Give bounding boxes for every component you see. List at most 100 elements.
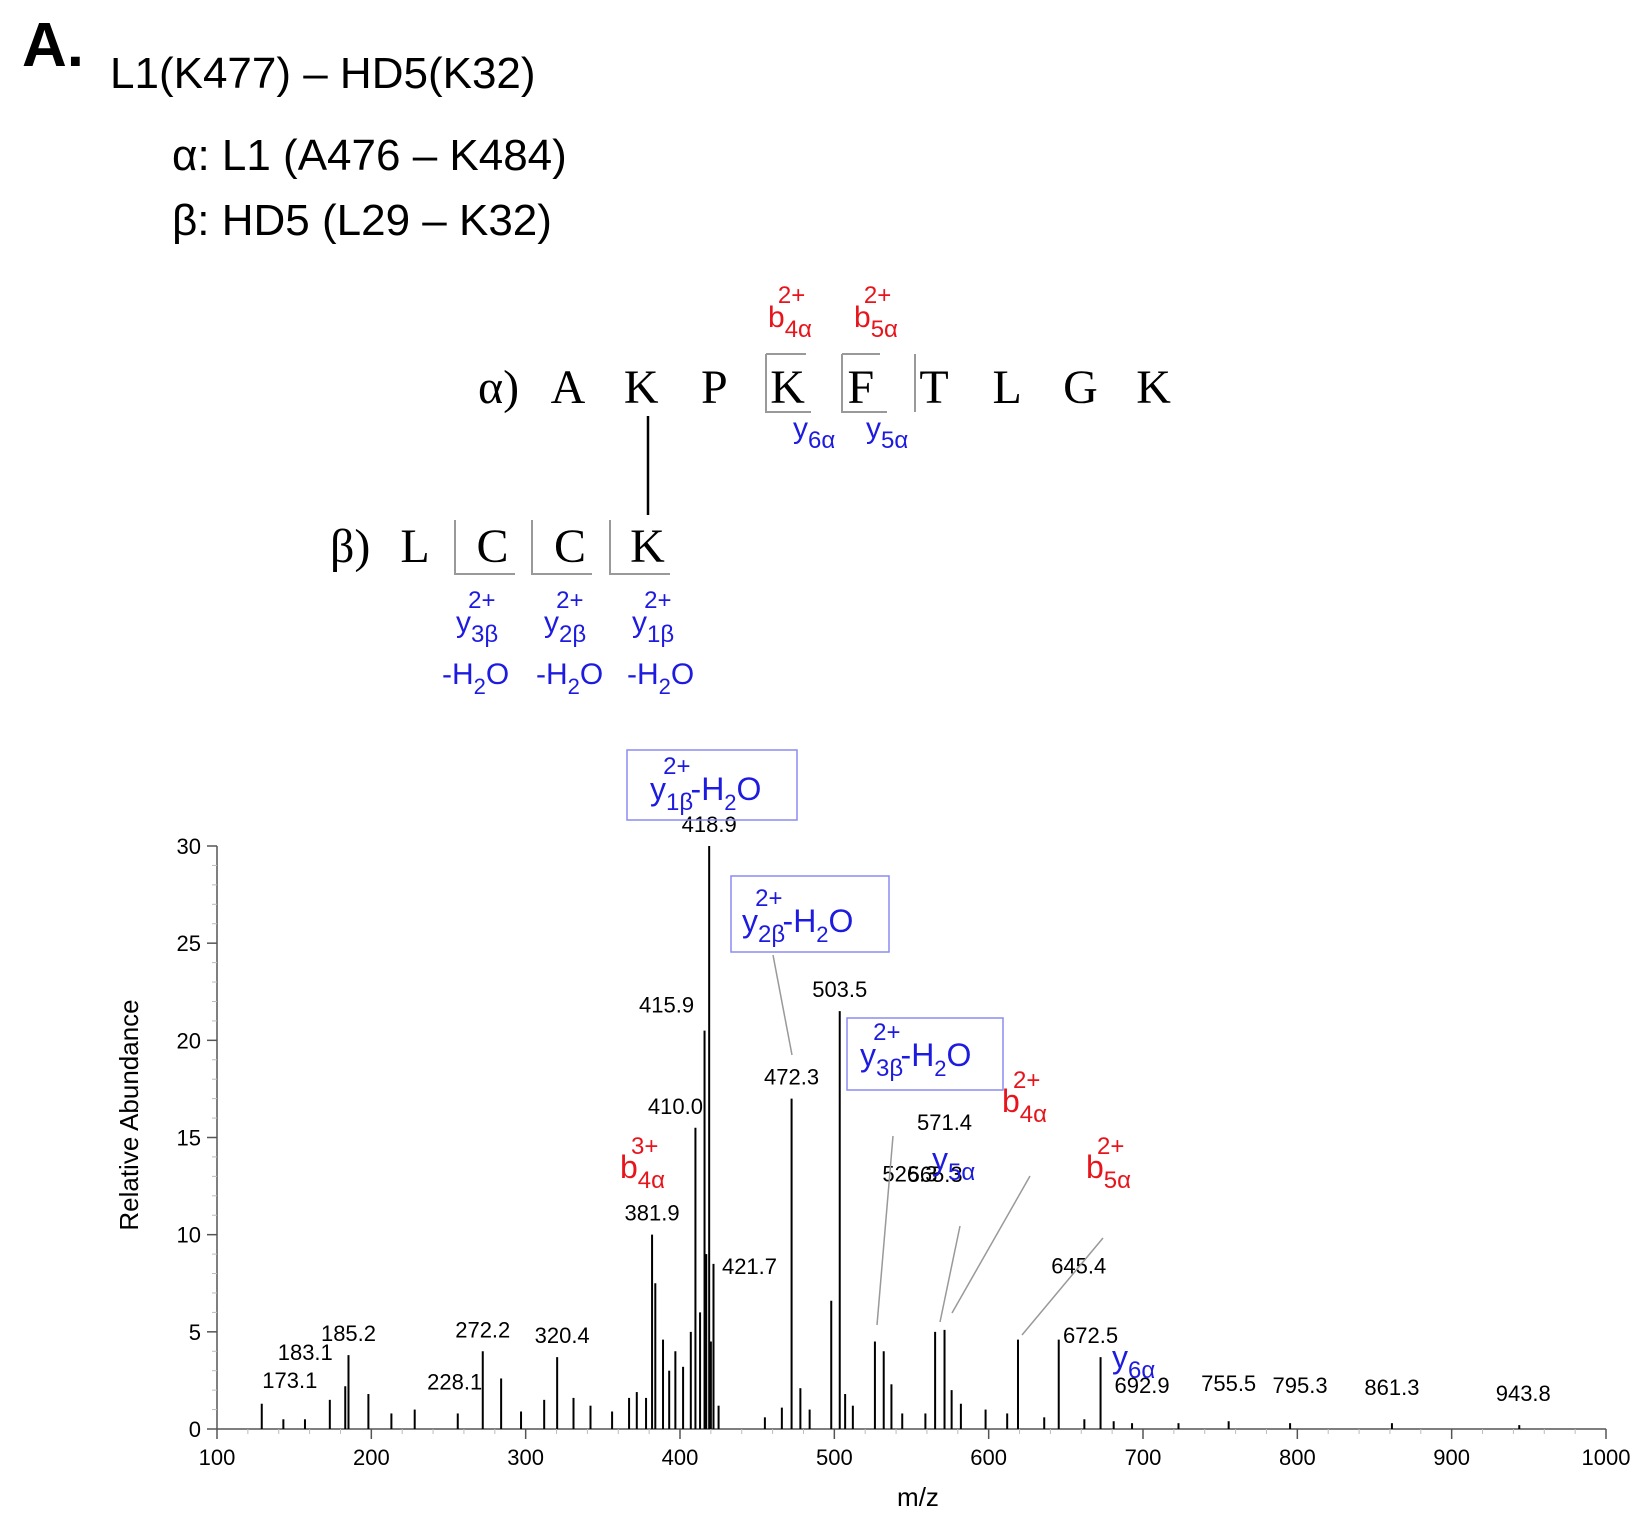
annotation-y2b: y2β2+-H2O (742, 885, 853, 948)
alpha-residue-1: A (551, 361, 586, 414)
x-tick-label: 100 (199, 1445, 236, 1470)
peak-label-565-3: 565.3 (908, 1162, 963, 1187)
x-tick-label: 600 (970, 1445, 1007, 1470)
x-tick-label: 700 (1125, 1445, 1162, 1470)
beta-y-cleavage-1 (454, 520, 515, 575)
alpha-chain-range: α: L1 (A476 – K484) (172, 131, 567, 180)
peak-label-320-4: 320.4 (535, 1323, 590, 1348)
y-tick-label: 15 (177, 1126, 201, 1151)
peak-label-795-3: 795.3 (1273, 1373, 1328, 1398)
peak-label-173-1: 173.1 (262, 1368, 317, 1393)
beta-residue-2: C (476, 520, 508, 573)
peak-label-672-5: 672.5 (1063, 1323, 1118, 1348)
label-y3b-water-loss: -H2O (442, 658, 509, 699)
leader-b5a-2plus (1021, 1237, 1104, 1336)
label-y3b-2plus: y3β2+ (456, 587, 498, 648)
x-tick-label: 800 (1279, 1445, 1316, 1470)
peak-label-692-9: 692.9 (1115, 1373, 1170, 1398)
annotation-y1b: y1β2+-H2O (650, 753, 761, 816)
y-tick-label: 5 (189, 1320, 201, 1345)
leader-b4a-2plus (951, 1175, 1031, 1314)
annotation-y5a: y5α (932, 1141, 975, 1186)
peak-label-861-3: 861.3 (1364, 1375, 1419, 1400)
axes: 100 200 300 400 500 600 700 800 900 1000 0 5 10 15 20 2… (177, 834, 1631, 1470)
panel-letter: A. (22, 11, 84, 80)
alpha-y-cleavage-1 (765, 354, 811, 413)
peak-label-381-9: 381.9 (625, 1201, 680, 1226)
alpha-prefix: α) (478, 361, 519, 414)
peak-label-410-0: 410.0 (648, 1094, 703, 1119)
alpha-y-cleavage-2 (841, 354, 887, 413)
label-y1b-2plus: y1β2+ (632, 587, 674, 648)
peak-label-228-1: 228.1 (427, 1370, 482, 1395)
y-tick-label: 0 (189, 1417, 201, 1442)
peak-label-185-2: 185.2 (321, 1321, 376, 1346)
beta-residue-1: L (400, 520, 429, 573)
peak-label-183-1: 183.1 (278, 1340, 333, 1365)
peak-label-755-5: 755.5 (1201, 1371, 1256, 1396)
alpha-residue-6: T (919, 361, 948, 414)
annotation-b4a-3plus: b4α3+ (620, 1133, 665, 1194)
alpha-residue-9: K (1136, 361, 1171, 414)
peaks (260, 846, 1521, 1429)
alpha-residue-3: P (701, 361, 728, 414)
x-tick-label: 500 (816, 1445, 853, 1470)
y-axis-label: Relative Abundance (114, 999, 144, 1230)
alpha-residue-2: K (624, 361, 659, 414)
y-tick-label: 30 (177, 834, 201, 859)
label-y1b-water-loss: -H2O (627, 658, 694, 699)
panel-title: L1(K477) – HD5(K32) (110, 49, 536, 98)
peak-label-472-3: 472.3 (764, 1065, 819, 1090)
label-b4a-2plus: b4α2+ (768, 282, 812, 343)
y-tick-label: 10 (177, 1223, 201, 1248)
y-tick-label: 20 (177, 1028, 201, 1053)
label-y6a: y6α (793, 412, 835, 454)
beta-y-cleavage-3 (609, 520, 670, 575)
leader-y5a (939, 1225, 961, 1323)
beta-residue-3: C (554, 520, 586, 573)
peak-label-943-8: 943.8 (1496, 1381, 1551, 1406)
cleavage-marks (454, 353, 916, 575)
alpha-residue-7: L (993, 361, 1022, 414)
annotation-y6a: y6α (1112, 1339, 1155, 1384)
alpha-residue-8: G (1063, 361, 1098, 414)
label-y2b-water-loss: -H2O (536, 658, 603, 699)
annotation-box-y1b (626, 749, 798, 821)
peak-label-526-3: 526.3 (882, 1162, 937, 1187)
beta-chain-range: β: HD5 (L29 – K32) (172, 196, 552, 245)
alpha-residue-5: F (847, 361, 874, 414)
x-tick-label: 900 (1433, 1445, 1470, 1470)
x-tick-label: 1000 (1582, 1445, 1631, 1470)
x-tick-label: 200 (353, 1445, 390, 1470)
beta-prefix: β) (330, 520, 370, 573)
leader-y2b (772, 954, 793, 1056)
annotation-y3b: y3β2+-H2O (860, 1019, 971, 1082)
y-tick-label: 25 (177, 931, 201, 956)
peak-label-272-2: 272.2 (455, 1317, 510, 1342)
peak-label-415-9: 415.9 (639, 993, 694, 1018)
leader-y3b (876, 1135, 894, 1326)
label-y2b-2plus: y2β2+ (544, 587, 586, 648)
annotation-box-y2b (730, 875, 890, 953)
peak-label-503-5: 503.5 (812, 977, 867, 1002)
alpha-residue-4: K (770, 361, 805, 414)
beta-residue-4: K (630, 520, 665, 573)
label-y5a: y5α (866, 412, 908, 454)
annotation-b4a-2plus: b4α2+ (1002, 1067, 1047, 1128)
peak-label-571-4: 571.4 (917, 1110, 972, 1135)
beta-y-cleavage-2 (531, 520, 592, 575)
label-b5a-2plus: b5α2+ (854, 282, 898, 343)
x-tick-label: 300 (507, 1445, 544, 1470)
ms2-spectrum: 100 200 300 400 500 600 700 800 900 1000 0 5 10 15 20 2… (114, 749, 1631, 1512)
x-tick-label: 400 (662, 1445, 699, 1470)
peak-label-421-7: 421.7 (722, 1254, 777, 1279)
x-axis-label: m/z (897, 1482, 939, 1512)
annotation-b5a-2plus: b5α2+ (1086, 1133, 1131, 1194)
annotation-box-y3b (846, 1017, 1004, 1091)
peak-label-418-9: 418.9 (682, 812, 737, 837)
